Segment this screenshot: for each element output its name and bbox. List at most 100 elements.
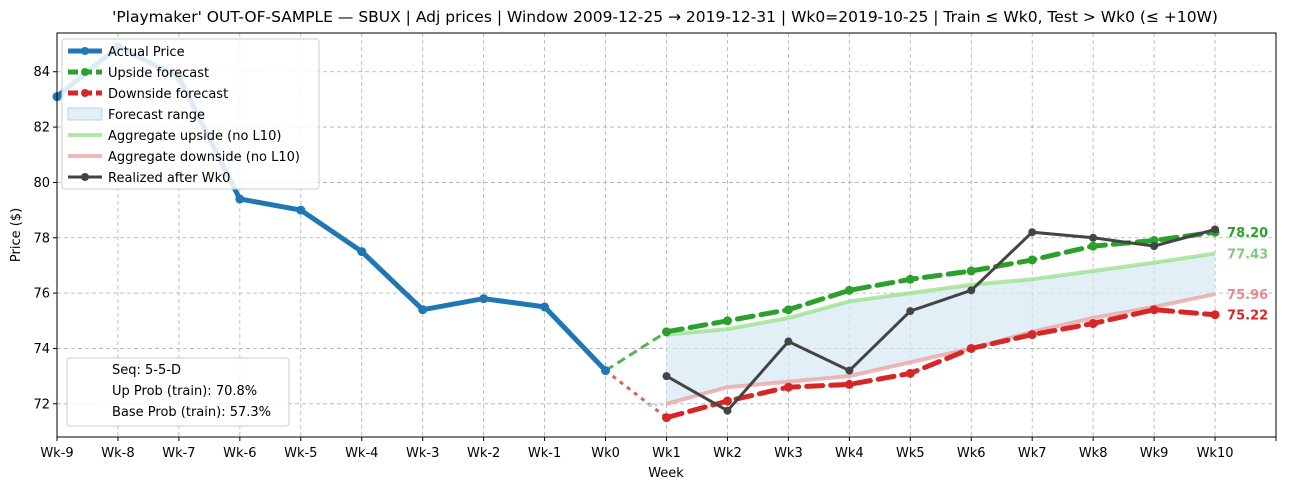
x-tick-label: Wk10 (1197, 446, 1234, 461)
actual-price-point (540, 302, 550, 312)
legend-label: Aggregate downside (no L10) (108, 150, 300, 165)
actual-price-point (601, 366, 611, 376)
actual-price-point (296, 205, 306, 215)
upside-forecast-point (844, 285, 854, 295)
legend-label: Actual Price (108, 45, 185, 60)
y-tick-label: 76 (33, 287, 50, 302)
x-tick-label: Wk0 (591, 446, 620, 461)
y-axis-label: Price ($) (9, 208, 24, 262)
y-axis-ticks: 72 74 76 78 80 82 84 (33, 65, 57, 412)
y-tick-label: 72 (33, 397, 50, 412)
realized-line (665, 228, 1216, 413)
downside-forecast-point (1149, 305, 1159, 315)
downside-forecast-point (1210, 310, 1220, 320)
legend-marker (81, 47, 89, 55)
x-axis-ticks: Wk-9 Wk-8 Wk-7 Wk-6 Wk-5 Wk-4 Wk-3 Wk-2 Wk-1 Wk0 W… (40, 437, 1277, 461)
end-value-label: 77.43 (1227, 248, 1268, 263)
x-tick-label: Wk8 (1079, 446, 1108, 461)
x-tick-label: Wk-2 (467, 446, 500, 461)
downside-forecast-point (783, 382, 793, 392)
x-tick-label: Wk3 (774, 446, 803, 461)
end-value-label: 75.96 (1227, 288, 1268, 303)
realized-point (1150, 242, 1159, 251)
legend-label: Forecast range (108, 108, 205, 123)
upside-forecast-point (1088, 241, 1098, 251)
legend-box (61, 38, 320, 190)
downside-forecast-point (722, 396, 732, 406)
actual-price-point (418, 305, 428, 315)
y-tick-label: 82 (33, 121, 50, 136)
upside-forecast-point (722, 316, 732, 326)
downside-forecast-point (905, 368, 915, 378)
forecast-range-area (666, 253, 1215, 404)
upside-forecast-point (783, 305, 793, 315)
y-tick-label: 84 (33, 65, 50, 80)
upside-forecast-point (905, 274, 915, 284)
legend-label: Aggregate upside (no L10) (108, 129, 281, 144)
realized-point (845, 366, 854, 375)
realized-point (1089, 233, 1098, 242)
upside-forecast-point (662, 327, 671, 337)
end-value-label: 78.20 (1227, 226, 1268, 241)
x-tick-label: Wk-1 (528, 446, 561, 461)
x-tick-label: Wk-6 (223, 446, 256, 461)
downside-forecast-point (1088, 319, 1098, 329)
downside-forecast-line (664, 307, 1218, 421)
actual-price-point (479, 294, 489, 304)
info-line: Seq: 5-5-D (112, 363, 181, 378)
x-tick-label: Wk4 (835, 446, 864, 461)
legend-marker (81, 68, 89, 76)
x-tick-label: Wk9 (1140, 446, 1169, 461)
aggregate-upside-line (666, 251, 1216, 337)
downside-connector (604, 369, 668, 419)
info-box: Seq: 5-5-D Up Prob (train): 70.8% Base Pro… (66, 357, 290, 427)
downside-forecast-point (1027, 330, 1037, 340)
x-tick-label: Wk-3 (406, 446, 439, 461)
x-tick-label: Wk1 (652, 446, 681, 461)
forecast-range-fill (666, 253, 1215, 404)
downside-forecast-point (966, 343, 976, 353)
info-line: Up Prob (train): 70.8% (112, 384, 257, 399)
upside-forecast-point (966, 266, 976, 276)
x-tick-label: Wk6 (957, 446, 986, 461)
legend-swatch (67, 107, 103, 121)
x-tick-label: Wk-8 (101, 446, 134, 461)
realized-point (723, 406, 732, 415)
legend-label: Realized after Wk0 (108, 171, 230, 186)
x-axis-label: Week (648, 466, 684, 481)
realized-point (906, 307, 915, 316)
y-tick-label: 80 (33, 176, 50, 191)
y-tick-label: 78 (33, 231, 50, 246)
legend-label: Upside forecast (108, 66, 209, 81)
x-tick-label: Wk-5 (284, 446, 317, 461)
realized-point (1028, 228, 1037, 237)
legend: Actual Price Upside forecast Downside fore… (61, 38, 320, 190)
aggregate-downside-line (665, 292, 1216, 406)
x-tick-label: Wk2 (713, 446, 742, 461)
realized-point (967, 286, 976, 295)
aggregate-connector (648, 402, 667, 408)
upside-forecast-point (1027, 255, 1037, 265)
x-tick-label: Wk7 (1018, 446, 1047, 461)
y-tick-label: 74 (33, 342, 50, 357)
legend-marker (81, 173, 89, 181)
chart-title: 'Playmaker' OUT-OF-SAMPLE — SBUX | Adj p… (112, 8, 1218, 26)
x-tick-label: Wk-4 (345, 446, 378, 461)
realized-point (662, 372, 671, 381)
info-box-frame (66, 357, 290, 427)
x-tick-label: Wk-7 (162, 446, 195, 461)
legend-marker (81, 89, 89, 97)
downside-forecast-point (662, 413, 671, 423)
x-tick-label: Wk5 (896, 446, 925, 461)
actual-price-point (357, 247, 367, 257)
end-value-labels: 78.20 77.43 75.96 75.22 (1227, 226, 1268, 323)
end-value-label: 75.22 (1227, 309, 1268, 324)
realized-point (1211, 225, 1220, 234)
upside-connector (604, 330, 668, 372)
x-tick-label: Wk-9 (40, 446, 73, 461)
actual-price-point (235, 194, 245, 204)
realized-point (784, 337, 793, 346)
info-line: Base Prob (train): 57.3% (112, 405, 271, 420)
legend-label: Downside forecast (108, 87, 228, 102)
